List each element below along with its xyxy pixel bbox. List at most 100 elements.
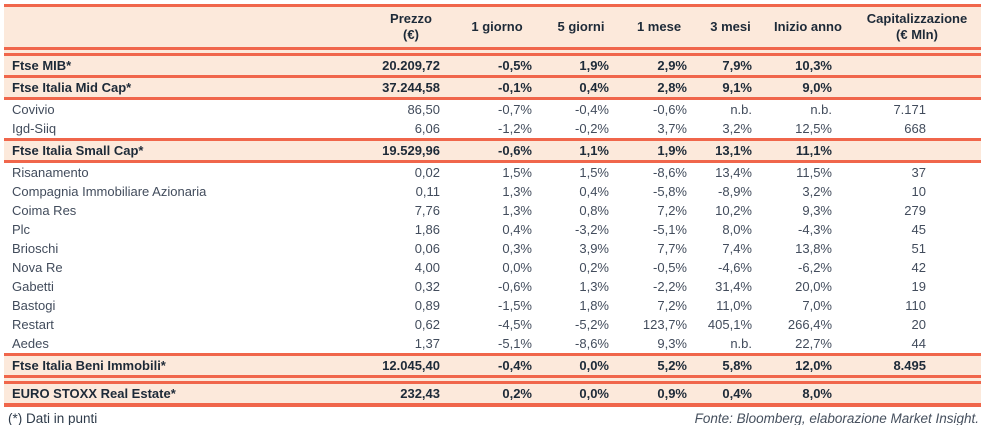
row-name: Ftse Italia Mid Cap* <box>4 76 370 99</box>
cell-inizio-anno: 9,0% <box>763 76 853 99</box>
cell-capitalizzazione: 51 <box>911 241 926 256</box>
cell-1-mese: 123,7% <box>642 317 687 332</box>
cell-1-giorno: -0,6% <box>498 279 532 294</box>
cell-3-mesi: -8,9% <box>718 184 752 199</box>
cell-inizio-anno: 3,2% <box>802 184 832 199</box>
cell-capitalizzazione: 42 <box>911 260 926 275</box>
cell-3-mesi: n.b. <box>730 102 752 117</box>
cell-3-mesi: 13,4% <box>715 165 752 180</box>
cell-1-mese: 2,9% <box>620 51 698 77</box>
table-row: Plc 1,86 0,4% -3,2% -5,1% 8,0% -4,3% 45 <box>4 220 981 239</box>
cell-prezzo: 0,11 <box>415 184 440 199</box>
column-header-1-giorno: 1 giorno <box>471 18 523 34</box>
row-name: Gabetti <box>12 279 54 294</box>
table-row: Nova Re 4,00 0,0% 0,2% -0,5% -4,6% -6,2%… <box>4 258 981 277</box>
cell-prezzo: 0,02 <box>414 165 440 180</box>
cell-prezzo: 1,37 <box>414 336 440 351</box>
cell-3-mesi: 11,0% <box>716 298 752 313</box>
cell-5-giorni: -0,2% <box>575 121 609 136</box>
cell-3-mesi: 13,1% <box>698 139 763 162</box>
cell-1-mese: 2,8% <box>620 76 698 99</box>
column-header-3-mesi: 3 mesi <box>710 18 751 34</box>
cell-1-giorno: -0,6% <box>452 139 542 162</box>
column-header-5-giorni: 5 giorni <box>557 18 605 34</box>
cell-1-mese: 1,9% <box>620 139 698 162</box>
cell-5-giorni: 0,8% <box>579 203 609 218</box>
row-name: Compagnia Immobiliare Azionaria <box>12 184 207 199</box>
cell-1-giorno: 0,0% <box>502 260 532 275</box>
cell-capitalizzazione <box>853 76 981 99</box>
cell-1-mese: 7,2% <box>657 298 687 313</box>
cell-capitalizzazione: 8.495 <box>853 354 981 380</box>
cell-5-giorni: 1,3% <box>579 279 609 294</box>
row-name: Ftse MIB* <box>4 51 370 77</box>
cell-3-mesi: 9,1% <box>698 76 763 99</box>
row-name: Aedes <box>12 336 49 351</box>
cell-1-mese: -5,8% <box>653 184 687 199</box>
cell-capitalizzazione: 19 <box>911 279 926 294</box>
cell-inizio-anno: 22,7% <box>795 336 832 351</box>
table-row: Compagnia Immobiliare Azionaria 0,11 1,3… <box>4 182 981 201</box>
cell-inizio-anno: 11,1% <box>763 139 853 162</box>
cell-1-giorno: -0,7% <box>498 102 532 117</box>
cell-1-giorno: -0,4% <box>452 354 542 380</box>
cell-5-giorni: 1,8% <box>579 298 609 313</box>
cell-5-giorni: 1,1% <box>542 139 620 162</box>
cell-1-giorno: -0,1% <box>452 76 542 99</box>
cell-capitalizzazione: 20 <box>911 317 926 332</box>
cell-prezzo: 20.209,72 <box>370 51 452 77</box>
cell-5-giorni: 0,2% <box>579 260 609 275</box>
row-name: Coima Res <box>12 203 77 218</box>
row-name: EURO STOXX Real Estate* <box>4 379 370 405</box>
cell-prezzo: 0,32 <box>414 279 440 294</box>
cell-prezzo: 12.045,40 <box>370 354 452 380</box>
cell-5-giorni: 1,5% <box>579 165 609 180</box>
cell-5-giorni: -3,2% <box>575 222 609 237</box>
cell-1-giorno: 0,3% <box>502 241 532 256</box>
cell-capitalizzazione <box>853 51 981 77</box>
cell-3-mesi: 31,4% <box>715 279 752 294</box>
cell-5-giorni: 1,9% <box>542 51 620 77</box>
cell-1-mese: 3,7% <box>657 121 687 136</box>
cell-1-giorno: -4,5% <box>498 317 532 332</box>
footnote-dati-in-punti: (*) Dati in punti <box>8 411 98 425</box>
row-name: Ftse Italia Beni Immobili* <box>4 354 370 380</box>
cell-1-giorno: 0,2% <box>452 379 542 405</box>
cell-3-mesi: 10,2% <box>715 203 752 218</box>
cell-prezzo: 232,43 <box>370 379 452 405</box>
cell-1-giorno: 1,3% <box>502 203 532 218</box>
cell-capitalizzazione <box>853 139 981 162</box>
cell-1-mese: -0,6% <box>653 102 687 117</box>
table-footer: (*) Dati in punti Fonte: Bloomberg, elab… <box>4 407 981 425</box>
cell-3-mesi: 7,4% <box>722 241 752 256</box>
cell-inizio-anno: -4,3% <box>798 222 832 237</box>
table-body: Ftse MIB* 20.209,72 -0,5% 1,9% 2,9% 7,9%… <box>4 51 981 405</box>
cell-5-giorni: -0,4% <box>575 102 609 117</box>
row-name: Brioschi <box>12 241 59 256</box>
cell-capitalizzazione: 668 <box>904 121 926 136</box>
cell-prezzo: 7,76 <box>414 203 440 218</box>
cell-inizio-anno: 8,0% <box>763 379 853 405</box>
cell-inizio-anno: 11,5% <box>796 165 832 180</box>
table-row: Ftse Italia Small Cap* 19.529,96 -0,6% 1… <box>4 139 981 162</box>
cell-5-giorni: 0,0% <box>542 379 620 405</box>
cell-1-giorno: -5,1% <box>498 336 532 351</box>
cell-1-giorno: -0,5% <box>452 51 542 77</box>
table-row: Ftse Italia Beni Immobili* 12.045,40 -0,… <box>4 354 981 380</box>
row-name: Bastogi <box>12 298 56 313</box>
column-header-capitalizzazione: Capitalizzazione (€ Mln) <box>866 10 968 42</box>
cell-1-giorno: 1,3% <box>502 184 532 199</box>
column-header-name <box>4 6 370 52</box>
cell-5-giorni: 3,9% <box>579 241 609 256</box>
cell-prezzo: 4,00 <box>414 260 440 275</box>
row-name: Covivio <box>12 102 55 117</box>
cell-inizio-anno: 13,8% <box>795 241 832 256</box>
table-header: Prezzo (€) 1 giorno 5 giorni 1 mese 3 me… <box>4 5 981 52</box>
cell-3-mesi: 8,0% <box>722 222 752 237</box>
row-name: Plc <box>12 222 31 237</box>
cell-1-mese: -5,1% <box>653 222 687 237</box>
cell-5-giorni: 0,0% <box>542 354 620 380</box>
cell-3-mesi: n.b. <box>730 336 752 351</box>
cell-3-mesi: 5,8% <box>698 354 763 380</box>
cell-1-mese: 0,9% <box>620 379 698 405</box>
